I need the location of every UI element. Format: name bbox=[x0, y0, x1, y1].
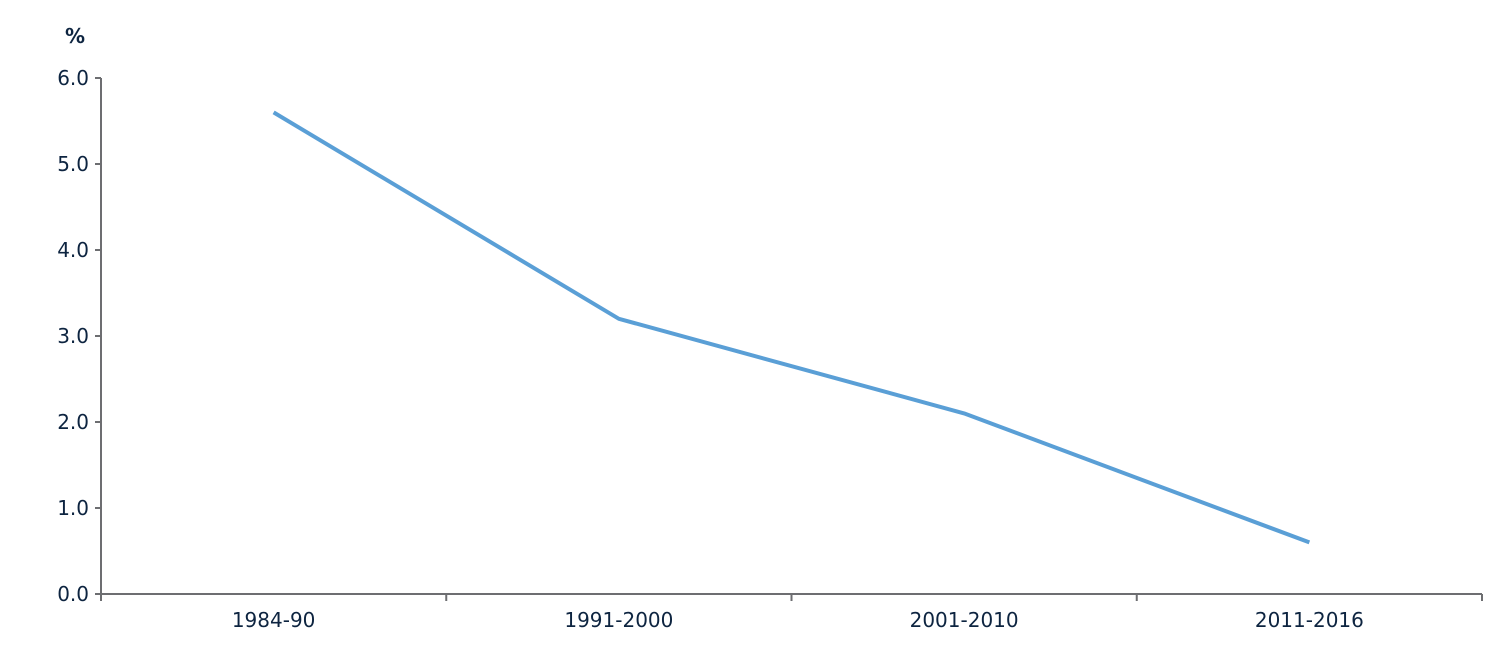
x-tick-label: 2001-2010 bbox=[910, 608, 1019, 632]
y-tick-label: 5.0 bbox=[57, 152, 89, 176]
y-tick-label: 1.0 bbox=[57, 496, 89, 520]
y-tick-label: 0.0 bbox=[57, 582, 89, 606]
series-line bbox=[272, 110, 1311, 545]
x-tick-label: 1991-2000 bbox=[564, 608, 673, 632]
x-tick-label: 2011-2016 bbox=[1255, 608, 1364, 632]
y-tick-label: 2.0 bbox=[57, 410, 89, 434]
y-tick-label: 6.0 bbox=[57, 66, 89, 90]
y-tick-label: 4.0 bbox=[57, 238, 89, 262]
x-axis: 1984-90 1991-2000 2001-2010 2011-2016 bbox=[100, 593, 1483, 632]
y-tick-label: 3.0 bbox=[57, 324, 89, 348]
y-axis-label: % bbox=[65, 24, 85, 48]
y-axis: 0.0 1.0 2.0 3.0 4.0 5.0 6.0 bbox=[57, 66, 102, 606]
x-tick-label: 1984-90 bbox=[232, 608, 316, 632]
series-group bbox=[272, 110, 1311, 545]
